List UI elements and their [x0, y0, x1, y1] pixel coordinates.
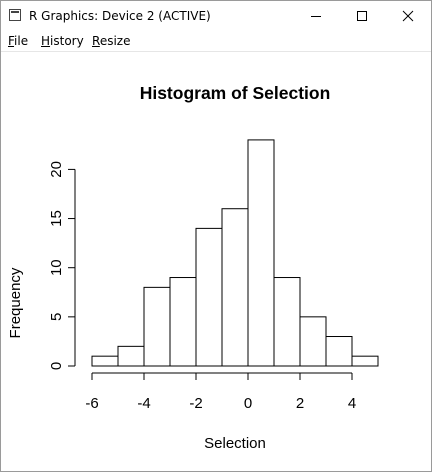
histogram-plot: Histogram of Selection Selection Frequen… — [7, 83, 379, 452]
x-tick-label: 4 — [348, 395, 356, 412]
histogram-bar — [117, 345, 145, 367]
chart-title: Histogram of Selection — [140, 83, 331, 103]
histogram-bars — [91, 139, 379, 367]
y-tick-label: 15 — [48, 210, 65, 227]
x-tick-label: 0 — [244, 395, 252, 412]
minimize-icon — [311, 16, 321, 17]
menu-resize-key: R — [92, 34, 100, 48]
menu-history[interactable]: History — [41, 34, 84, 48]
y-tick-label: 0 — [48, 362, 65, 370]
y-axis-label: Frequency — [7, 267, 24, 338]
maximize-icon — [357, 11, 367, 21]
menu-file-key: F — [8, 34, 15, 48]
x-tick-label: -4 — [137, 395, 150, 412]
x-tick-label: -2 — [189, 395, 202, 412]
x-tick-label: -6 — [85, 395, 98, 412]
maximize-button[interactable] — [339, 1, 385, 31]
menu-file-rest: ile — [14, 34, 29, 48]
histogram-bar — [143, 286, 171, 367]
histogram-bar — [351, 355, 379, 367]
menu-history-rest: istory — [50, 34, 84, 48]
y-axis: 0 5 10 15 20 — [48, 161, 76, 370]
histogram-bar — [325, 336, 353, 367]
histogram-bar — [91, 355, 119, 367]
minimize-button[interactable] — [293, 1, 339, 31]
menu-history-key: H — [41, 34, 51, 48]
histogram-bar — [299, 316, 327, 367]
menu-resize[interactable]: Resize — [92, 34, 130, 48]
close-button[interactable] — [385, 1, 431, 31]
histogram-bar — [221, 208, 249, 367]
window-title: R Graphics: Device 2 (ACTIVE) — [29, 9, 211, 23]
y-tick-label: 10 — [48, 259, 65, 276]
x-axis-label: Selection — [204, 435, 266, 452]
x-axis: -6 -4 -2 0 2 4 — [85, 372, 356, 412]
histogram-bar — [195, 227, 223, 367]
close-icon — [402, 10, 414, 22]
y-tick-label: 5 — [48, 313, 65, 321]
y-tick-label: 20 — [48, 161, 65, 178]
menu-file[interactable]: File — [8, 34, 28, 48]
r-graphics-icon — [9, 9, 21, 21]
x-tick-label: 2 — [296, 395, 304, 412]
histogram-bar — [169, 277, 197, 367]
histogram-bar — [273, 277, 301, 367]
histogram-bar — [247, 139, 275, 367]
title-bar[interactable]: R Graphics: Device 2 (ACTIVE) — [1, 1, 431, 31]
menu-bar: File History Resize — [1, 31, 431, 52]
menu-resize-rest: esize — [99, 34, 131, 48]
